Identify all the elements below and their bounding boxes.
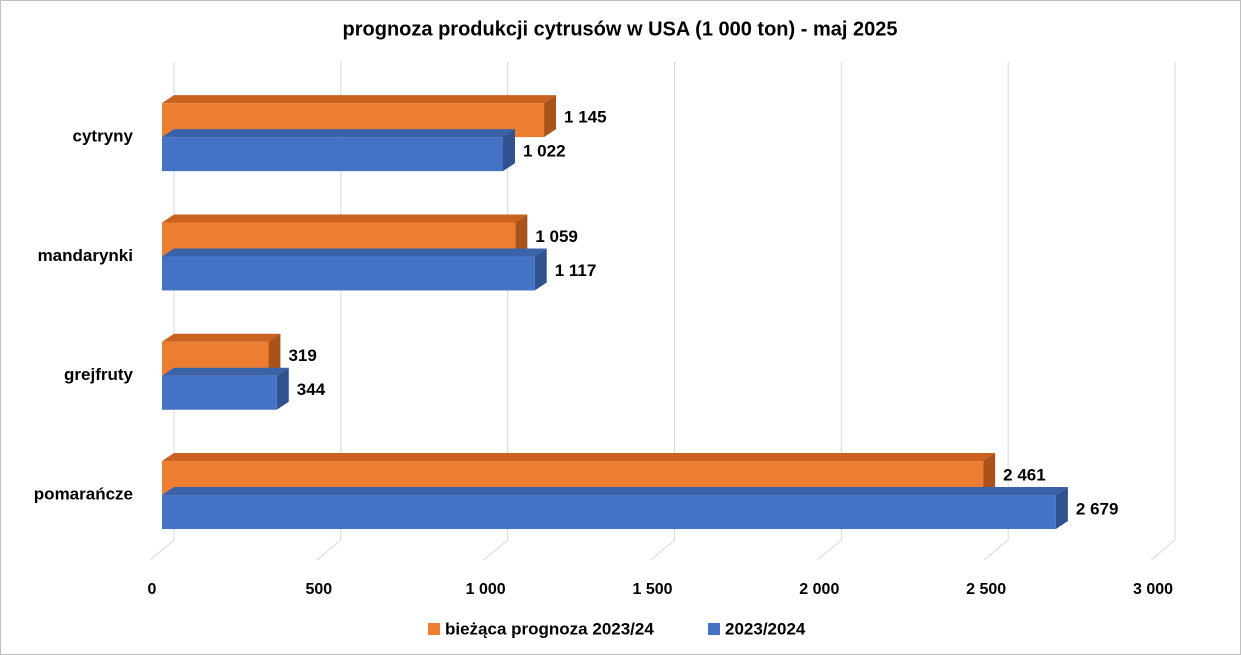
legend-label: 2023/2024 xyxy=(725,619,806,638)
bar-top xyxy=(162,95,557,104)
chart-title: prognoza produkcji cytrusów w USA (1 000… xyxy=(343,18,898,40)
x-tick-label: 2 500 xyxy=(966,581,1006,598)
value-label: 1 117 xyxy=(555,261,597,280)
bar-side xyxy=(983,453,996,496)
bar-side xyxy=(544,95,557,138)
bar-side xyxy=(503,129,516,172)
x-tick-label: 1 500 xyxy=(632,581,672,598)
bar-side xyxy=(515,214,528,257)
legend-label: bieżąca prognoza 2023/24 xyxy=(445,619,654,638)
value-label: 1 059 xyxy=(535,227,578,246)
value-label: 2 461 xyxy=(1003,466,1046,485)
legend-swatch xyxy=(708,623,720,635)
category-label: mandarynki xyxy=(38,246,133,265)
legend-swatch xyxy=(428,623,440,635)
bar-top xyxy=(162,453,996,462)
grid-floor-line xyxy=(316,539,342,561)
grid-floor-line xyxy=(1150,539,1176,561)
grid-floor-line xyxy=(817,539,842,561)
value-label: 344 xyxy=(297,380,326,399)
bar-top xyxy=(162,248,547,257)
grid-floor-line xyxy=(149,539,175,561)
bar-top xyxy=(162,214,528,223)
bar xyxy=(162,256,535,291)
bar-top xyxy=(162,129,516,138)
category-label: grejfruty xyxy=(64,365,134,384)
bar xyxy=(162,495,1056,530)
bar-top xyxy=(162,333,281,342)
bar-side xyxy=(276,367,289,410)
value-label: 2 679 xyxy=(1076,500,1119,519)
grid-floor-line xyxy=(650,539,675,561)
bar-side xyxy=(268,333,281,376)
grid-floor-line xyxy=(483,539,508,561)
bar-side xyxy=(534,248,547,291)
x-tick-label: 2 000 xyxy=(799,581,839,598)
bar xyxy=(162,137,504,172)
category-label: cytryny xyxy=(73,127,134,146)
value-label: 1 022 xyxy=(523,142,566,161)
x-tick-label: 1 000 xyxy=(466,581,506,598)
x-tick-label: 500 xyxy=(305,581,332,598)
bar-side xyxy=(1055,487,1068,530)
bar-top xyxy=(162,487,1068,496)
value-label: 319 xyxy=(288,346,316,365)
category-label: pomarańcze xyxy=(34,485,133,504)
value-label: 1 145 xyxy=(564,108,607,127)
bar xyxy=(162,375,277,410)
bar-top xyxy=(162,367,289,376)
x-tick-label: 3 000 xyxy=(1133,581,1173,598)
x-tick-label: 0 xyxy=(148,581,157,598)
grid-floor-line xyxy=(983,539,1009,561)
